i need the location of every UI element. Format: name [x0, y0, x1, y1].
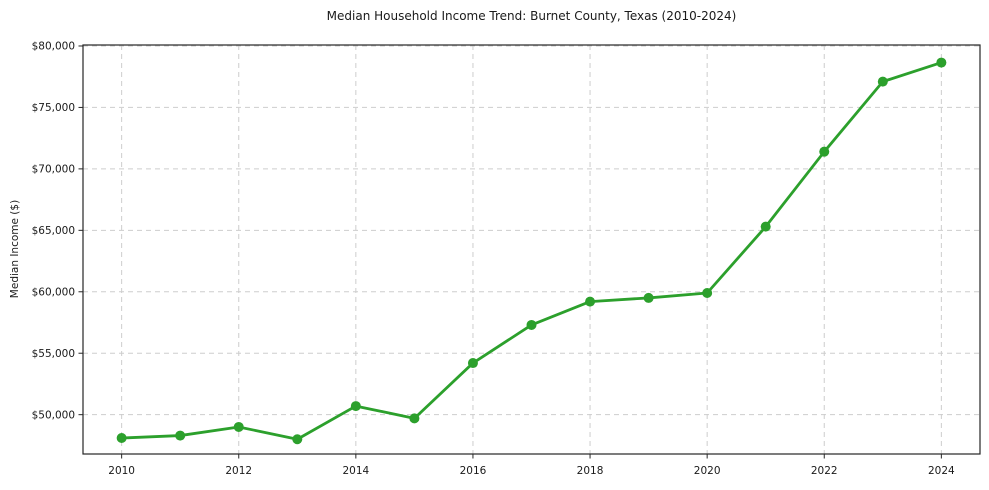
data-point-2018 [585, 296, 596, 307]
data-point-2016 [467, 358, 478, 369]
data-point-2012 [233, 421, 244, 432]
trend-line [120, 61, 943, 441]
y-tick-label: $70,000 [32, 164, 75, 176]
x-tick-label: 2010 [108, 465, 135, 477]
data-point-2014 [350, 401, 361, 412]
data-point-2023 [877, 76, 888, 87]
data-point-2024 [936, 57, 947, 68]
plot-border [82, 44, 981, 455]
data-point-2019 [643, 292, 654, 303]
x-tick-label: 2016 [460, 465, 487, 477]
data-point-2011 [175, 430, 186, 441]
y-tick-label: $75,000 [32, 102, 75, 114]
data-point-2017 [526, 319, 537, 330]
x-tick-label: 2014 [342, 465, 369, 477]
data-point-2022 [819, 146, 830, 157]
chart-title: Median Household Income Trend: Burnet Co… [326, 9, 737, 23]
y-tick-label: $80,000 [32, 41, 75, 53]
x-tick-label: 2018 [577, 465, 604, 477]
data-point-2010 [116, 433, 127, 444]
y-tick-label: $50,000 [32, 409, 75, 421]
data-point-2020 [702, 288, 713, 299]
x-tick-label: 2020 [694, 465, 721, 477]
data-point-2013 [292, 434, 303, 445]
x-tick-label: 2012 [225, 465, 252, 477]
y-tick-label: $65,000 [32, 225, 75, 237]
data-point-2021 [760, 221, 771, 232]
x-tick-label: 2024 [928, 465, 955, 477]
y-tick-label: $55,000 [32, 348, 75, 360]
x-tick-label: 2022 [811, 465, 838, 477]
y-tick-label: $60,000 [32, 286, 75, 298]
data-point-2015 [409, 413, 420, 424]
